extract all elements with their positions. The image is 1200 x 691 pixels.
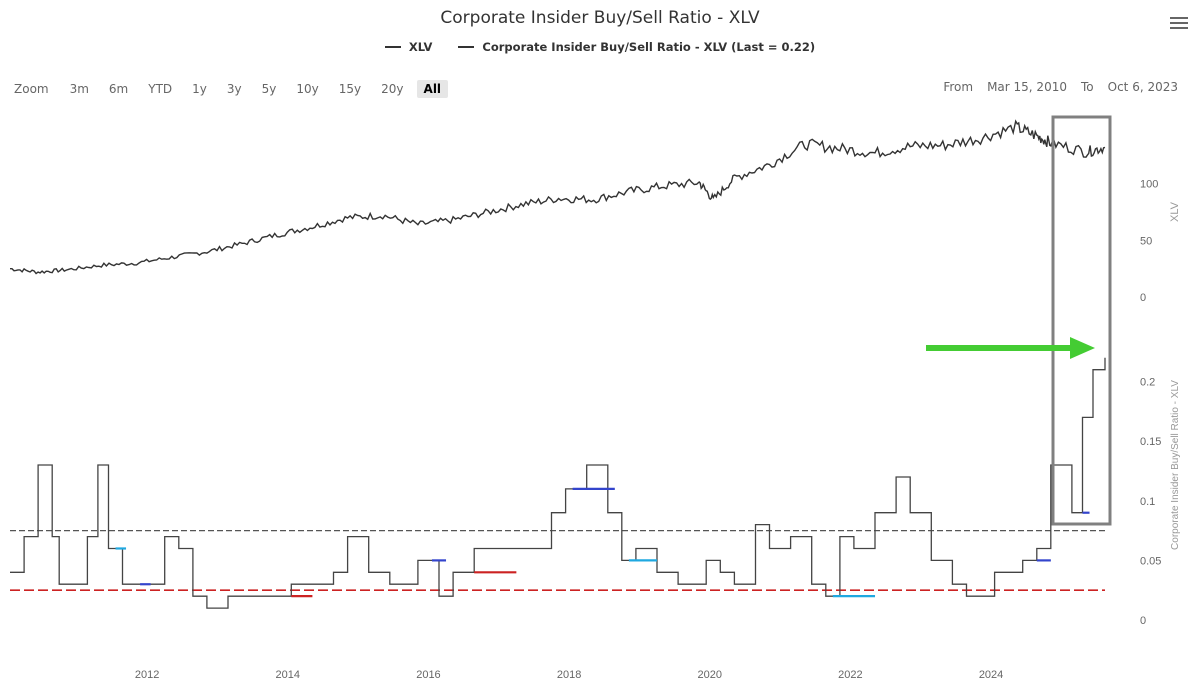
- range-button-15y[interactable]: 15y: [338, 82, 362, 96]
- range-button-ytd[interactable]: YTD: [148, 82, 173, 96]
- xlv-series-line: [10, 119, 1106, 275]
- y-tick-label: 100: [1140, 179, 1158, 191]
- x-tick-label: 2016: [416, 669, 440, 681]
- y-tick-label: 0: [1140, 615, 1146, 627]
- range-selector: Zoom 3m 6m YTD 1y 3y 5y 10y 15y 20y All: [10, 80, 454, 98]
- legend-line-icon: [458, 46, 475, 48]
- zoom-label: Zoom: [14, 82, 49, 96]
- to-date-input[interactable]: Oct 6, 2023: [1107, 80, 1178, 94]
- range-button-1y[interactable]: 1y: [192, 82, 207, 96]
- range-button-5y[interactable]: 5y: [261, 82, 277, 96]
- axis-label: Corporate Insider Buy/Sell Ratio - XLV: [1170, 380, 1181, 550]
- x-tick-label: 2012: [135, 669, 159, 681]
- legend-label: Corporate Insider Buy/Sell Ratio - XLV (…: [482, 40, 816, 54]
- from-label: From: [943, 80, 974, 94]
- ratio-series-line: [10, 357, 1106, 609]
- y-tick-label: 0.2: [1140, 377, 1155, 389]
- date-range: From Mar 15, 2010 To Oct 6, 2023: [943, 80, 1178, 94]
- y-tick-label: 50: [1140, 235, 1152, 247]
- to-label: To: [1080, 80, 1094, 94]
- hamburger-menu-icon[interactable]: [1170, 14, 1188, 30]
- legend-label: XLV: [408, 40, 433, 54]
- annotation-arrow-head: [1070, 337, 1095, 359]
- y-tick-label: 0: [1140, 292, 1146, 304]
- range-button-all[interactable]: All: [416, 80, 449, 98]
- axis-label: XLV: [1169, 201, 1181, 222]
- x-tick-label: 2024: [979, 669, 1003, 681]
- range-button-6m[interactable]: 6m: [108, 82, 129, 96]
- y-tick-label: 0.15: [1140, 436, 1161, 448]
- legend-item-xlv[interactable]: XLV: [384, 40, 433, 54]
- legend-item-ratio[interactable]: Corporate Insider Buy/Sell Ratio - XLV (…: [458, 40, 815, 54]
- range-button-3m[interactable]: 3m: [69, 82, 89, 96]
- x-tick-label: 2020: [698, 669, 722, 681]
- range-button-20y[interactable]: 20y: [381, 82, 404, 96]
- y-tick-label: 0.05: [1140, 555, 1161, 567]
- x-tick-label: 2014: [276, 669, 300, 681]
- legend-line-icon: [384, 46, 401, 48]
- chart-legend: XLV Corporate Insider Buy/Sell Ratio - X…: [0, 40, 1200, 54]
- range-button-3y[interactable]: 3y: [226, 82, 242, 96]
- highlight-box: [1051, 115, 1112, 526]
- range-button-10y[interactable]: 10y: [296, 82, 319, 96]
- x-tick-label: 2018: [557, 669, 581, 681]
- from-date-input[interactable]: Mar 15, 2010: [987, 80, 1067, 94]
- y-tick-label: 0.1: [1140, 496, 1155, 508]
- chart-title: Corporate Insider Buy/Sell Ratio - XLV: [440, 8, 760, 28]
- x-tick-label: 2022: [838, 669, 862, 681]
